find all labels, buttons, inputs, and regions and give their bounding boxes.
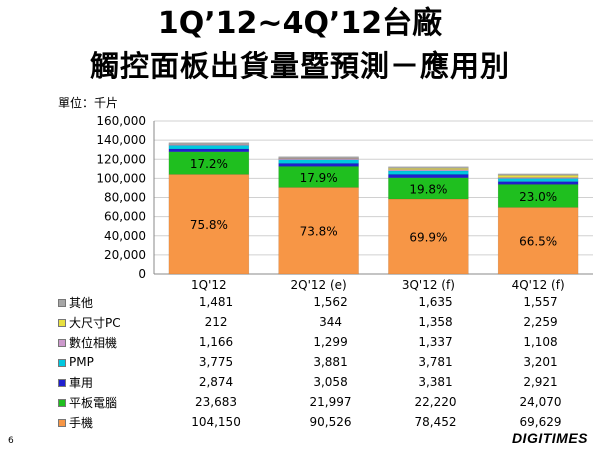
table-row: 車用 2,874 3,058 3,381 2,921: [58, 372, 593, 392]
data-label: 66.5%: [519, 235, 557, 249]
legend-label: 平板電腦: [58, 392, 154, 412]
data-label: 23.0%: [519, 190, 557, 204]
table-row: 平板電腦 23,683 21,997 22,220 24,070: [58, 392, 593, 412]
y-tick-label: 100,000: [96, 171, 146, 185]
table-cell: 3,201: [523, 355, 558, 369]
x-tick-label: 4Q'12 (f): [512, 278, 565, 292]
table-cell: 344: [319, 315, 342, 329]
bar-segment: [278, 166, 359, 188]
table-cell: 23,683: [195, 395, 238, 409]
chart-title-line-2: 觸控面板出貨量暨預測－應用別: [89, 49, 510, 83]
y-tick-label: 80,000: [104, 191, 146, 205]
y-tick-label: 0: [138, 267, 146, 281]
legend-swatch: [58, 319, 66, 327]
table-row: 手機 104,150 90,526 78,452 69,629: [58, 412, 593, 432]
bar-segment: [497, 178, 579, 182]
bar-segment: [168, 145, 250, 150]
table-cell: 21,997: [309, 395, 352, 409]
data-label: 69.9%: [409, 230, 447, 244]
table-row: 其他 1,481 1,562 1,635 1,557: [58, 292, 593, 312]
data-label: 73.8%: [300, 225, 338, 239]
legend-label: 其他: [58, 292, 154, 312]
bar-segment: [388, 170, 469, 175]
bar-segment: [388, 177, 469, 200]
table-cell: 24,070: [519, 395, 562, 409]
data-table-body: 其他 1,481 1,562 1,635 1,557 大尺寸PC 212 344 1,358 2,…: [58, 292, 593, 432]
y-tick-label: 160,000: [96, 114, 146, 128]
bar-segment: [388, 166, 469, 169]
table-cell: 2,259: [523, 315, 558, 329]
table-cell: 1,166: [198, 335, 234, 349]
bar-segment: [278, 163, 359, 167]
table-cell: 69,629: [519, 415, 562, 429]
legend-swatch: [58, 419, 66, 427]
bar-segment: [497, 173, 579, 176]
table-cell: 3,058: [313, 375, 348, 389]
bar-segment: [168, 174, 250, 275]
x-tick-label: 2Q'12 (e): [291, 278, 347, 292]
table-cell: 3,775: [198, 355, 234, 369]
table-cell: 1,557: [523, 295, 558, 309]
stacked-bar-chart: 0 20,000 40,000 60,000 80,000 100,000 120,000 1…: [96, 114, 593, 292]
unit-label: 單位：千片: [58, 96, 119, 110]
table-cell: 1,358: [418, 315, 453, 329]
digitimes-logo: DIGITIMES: [511, 430, 588, 446]
table-cell: 78,452: [414, 415, 457, 429]
table-cell: 3,781: [418, 355, 453, 369]
y-tick-label: 60,000: [104, 210, 146, 224]
table-cell: 22,220: [414, 395, 457, 409]
table-cell: 2,921: [523, 375, 558, 389]
bar-segment: [278, 187, 359, 275]
table-cell: 1,635: [418, 295, 453, 309]
table-row: PMP 3,775 3,881 3,781 3,201: [58, 352, 593, 372]
legend-label: PMP: [58, 352, 154, 372]
chart-title-line-1: 1Q’12~4Q’12台廠: [157, 6, 443, 41]
table-cell: 3,881: [313, 355, 348, 369]
table-cell: 1,299: [313, 335, 348, 349]
bar-segment: [168, 148, 250, 153]
data-table: 其他 1,481 1,562 1,635 1,557 大尺寸PC 212 344 1,358 2,…: [58, 292, 593, 432]
table-cell: 2,874: [198, 375, 234, 389]
bar-segment: [388, 174, 469, 178]
table-cell: 104,150: [191, 415, 241, 429]
legend-swatch: [58, 339, 66, 347]
data-label: 75.8%: [190, 218, 228, 232]
legend-label: 大尺寸PC: [58, 312, 154, 332]
x-tick-label: 3Q'12 (f): [402, 278, 455, 292]
legend-label: 手機: [58, 412, 154, 432]
table-cell: 90,526: [309, 415, 352, 429]
data-label: 17.2%: [190, 157, 228, 171]
table-cell: 1,108: [523, 335, 558, 349]
bar-segment: [168, 142, 250, 145]
legend-label: 數位相機: [58, 332, 154, 352]
bar-segment: [497, 175, 579, 178]
legend-swatch: [58, 358, 66, 367]
data-label: 17.9%: [300, 171, 338, 185]
bar-segment: [278, 159, 359, 164]
table-row: 大尺寸PC 212 344 1,358 2,259: [58, 312, 593, 332]
table-cell: 212: [204, 315, 228, 329]
bar-segment: [388, 198, 469, 275]
y-tick-label: 140,000: [96, 133, 146, 147]
table-cell: 3,381: [418, 375, 453, 389]
data-label: 19.8%: [409, 182, 447, 196]
table-cell: 1,562: [313, 295, 348, 309]
y-tick-label: 40,000: [104, 229, 146, 243]
page-number: 6: [8, 436, 14, 446]
x-tick-label: 1Q'12: [191, 278, 227, 292]
y-tick-label: 120,000: [96, 152, 146, 166]
bar-segment: [497, 207, 579, 275]
legend-swatch: [58, 299, 66, 307]
legend-swatch: [58, 399, 66, 407]
table-cell: 1,337: [418, 335, 453, 349]
table-cell: 1,481: [198, 295, 234, 309]
table-row: 數位相機 1,166 1,299 1,337 1,108: [58, 332, 593, 352]
bar-segment: [278, 156, 359, 159]
bar-segment: [497, 181, 579, 185]
legend-label: 車用: [58, 372, 154, 392]
legend-swatch: [58, 379, 66, 387]
y-tick-label: 20,000: [104, 248, 146, 262]
